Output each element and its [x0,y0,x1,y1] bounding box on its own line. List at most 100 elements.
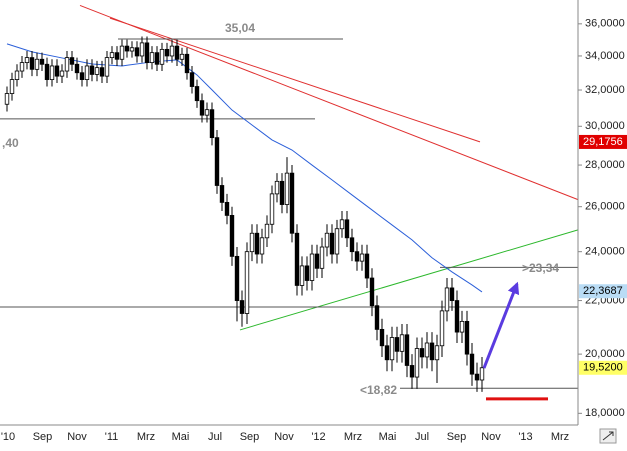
candle-body [299,265,305,286]
x-tick-label: '11 [105,431,119,443]
candle-body [54,65,60,77]
candle-body [14,70,20,80]
x-tick-label: Nov [481,431,501,443]
candle-body [334,228,340,255]
y-tick-label: 32,0000 [585,84,625,96]
annotation: 35,04 [225,21,255,35]
candle-body [324,232,330,248]
trend-line [79,4,579,201]
candle-body [209,109,215,139]
candle-body [309,253,315,281]
x-tick-label: Mai [172,431,190,443]
candle-body [479,367,485,381]
candle-body [384,345,390,361]
candle-body [9,79,15,94]
candle-body [219,185,225,203]
candle-body [249,232,255,253]
candle-body [194,86,200,102]
candle-body [124,45,130,52]
candle-body [159,48,165,65]
candle-body [29,57,35,70]
candle-body [174,45,180,60]
candle-body [44,63,50,80]
y-tick-label: 18,0000 [585,407,625,419]
candle-body [74,63,80,74]
annotation: <18,82 [360,383,397,397]
candle-body [84,65,90,80]
arrow [482,281,520,369]
candle-body [229,215,235,257]
candle-body [234,255,240,301]
candle-body [49,65,55,80]
candle-body [214,137,220,186]
x-tick-label: Mai [379,431,397,443]
candle-body [199,100,205,116]
y-tick-label: 24,0000 [585,246,625,258]
candle-body [89,65,95,75]
trend-line [239,229,579,331]
candle-body [394,337,400,352]
candle-body [99,67,105,77]
candle-body [459,320,465,333]
candle-body [254,232,260,255]
candle-body [419,348,425,358]
candle-body [179,53,185,60]
candle-body [79,72,85,80]
candle-body [19,62,25,72]
price-label: 19,5200 [583,362,623,374]
candle-body [294,232,300,286]
candle-body [319,246,325,269]
candle-body [404,334,410,366]
x-tick-label: Nov [67,431,87,443]
annotation: >23,34 [522,261,559,275]
candle-body [339,219,345,230]
candle-body [439,310,445,347]
x-tick-label: Sep [240,431,260,443]
y-tick-label: 28,0000 [585,159,625,171]
candle-body [189,72,195,87]
price-label-box [579,134,627,149]
candle-body [464,320,470,355]
candle-body [24,57,30,64]
candle-body [314,253,320,269]
y-tick-label: 26,0000 [585,201,625,213]
candle-body [134,47,140,57]
y-tick-label: 36,0000 [585,18,625,30]
candle-body [379,328,385,347]
candle-body [109,52,115,59]
candle-body [364,253,370,279]
candle-body [474,373,480,381]
candle-body [164,48,170,57]
candle-body [329,232,335,255]
candle-body [389,337,395,361]
x-tick-label: '10 [1,431,15,443]
candle-body [139,42,145,57]
price-label-box [579,360,627,375]
zoom-icon[interactable] [599,428,617,444]
candle-body [39,58,45,65]
candle-body [94,67,100,75]
x-tick-label: Jul [415,431,429,443]
candle-body [289,172,295,234]
candle-body [449,287,455,301]
candle-body [34,58,40,70]
candle-body [349,237,355,253]
y-tick-label: 34,0000 [585,50,625,62]
candle-body [414,348,420,378]
candle-body [224,201,230,216]
price-label: 29,1756 [583,136,623,148]
candle-body [149,52,155,64]
x-tick-label: Mrz [344,431,362,443]
x-tick-label: '12 [311,431,325,443]
candle-body [354,251,360,262]
candle-body [279,180,285,205]
candle-body [144,42,150,64]
candle-body [114,52,120,60]
candle-body [399,334,405,352]
candle-body [269,193,275,225]
x-tick-label: Mrz [551,431,569,443]
candle-body [469,353,475,375]
candle-body [274,180,280,195]
candle-body [424,342,430,358]
